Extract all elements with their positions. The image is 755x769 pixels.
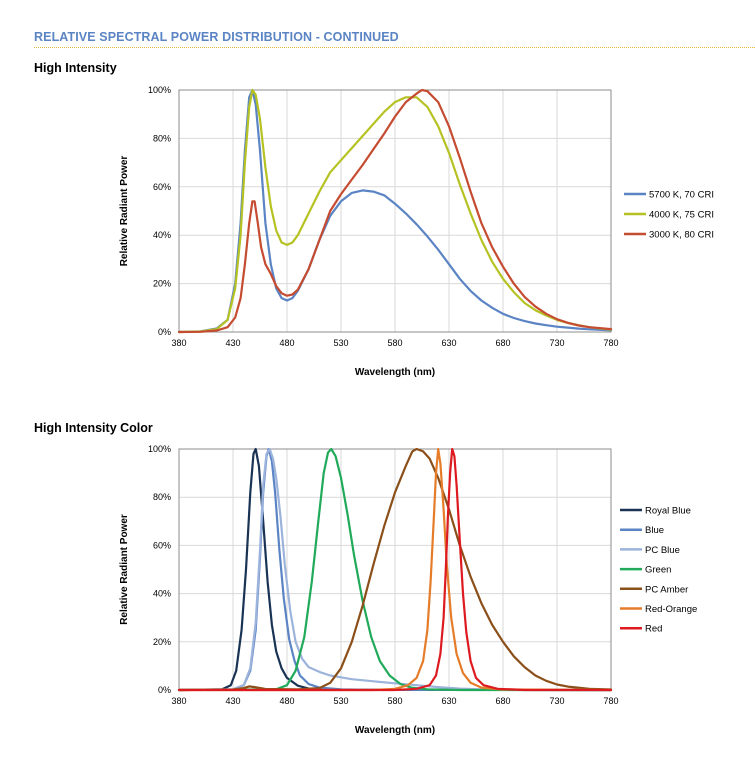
x-tick-label: 680 (495, 696, 510, 706)
x-tick-label: 530 (333, 696, 348, 706)
x-tick-label: 480 (279, 338, 294, 348)
legend-label: 4000 K, 75 CRI (649, 210, 714, 221)
x-axis-title: Wavelength (nm) (355, 367, 435, 378)
y-tick-label: 0% (158, 685, 171, 695)
page-header-dotted-rule (34, 47, 755, 48)
x-tick-label: 680 (495, 338, 510, 348)
y-tick-label: 40% (153, 589, 171, 599)
legend-label: Blue (645, 525, 664, 536)
legend-label: PC Blue (645, 545, 680, 556)
series-line-1 (177, 447, 613, 692)
x-tick-label: 630 (441, 338, 456, 348)
x-tick-label: 780 (603, 338, 618, 348)
legend: Royal Blue Blue PC Blue Green PC Amber Red-Or… (620, 506, 697, 635)
x-tick-label: 530 (333, 338, 348, 348)
y-tick-label: 20% (153, 637, 171, 647)
chart-high-intensity: 380 430 480 530 580 630 680 730 780 0% 20% 40% 60% 80… (119, 85, 714, 378)
legend-label: Red (645, 624, 662, 635)
legend-label: Red-Orange (645, 604, 697, 615)
legend-label: Green (645, 565, 671, 576)
chart2-section-title: High Intensity Color (34, 421, 153, 435)
legend-label: Royal Blue (645, 506, 691, 517)
series-line-6 (177, 447, 613, 692)
series-line-3 (177, 88, 613, 334)
y-tick-label: 60% (153, 182, 171, 192)
x-tick-label: 380 (171, 338, 186, 348)
x-tick-label: 580 (387, 338, 402, 348)
y-tick-label: 20% (153, 279, 171, 289)
legend-label: 3000 K, 80 CRI (649, 230, 714, 241)
y-tick-label: 80% (153, 133, 171, 143)
y-tick-label: 80% (153, 492, 171, 502)
x-tick-label: 380 (171, 696, 186, 706)
y-axis-title: Relative Radiant Power (119, 514, 130, 625)
x-tick-label: 730 (549, 338, 564, 348)
gridlines (178, 448, 612, 691)
x-tick-label: 480 (279, 696, 294, 706)
series-line-2 (177, 88, 613, 334)
x-tick-label: 730 (549, 696, 564, 706)
x-tick-label: 630 (441, 696, 456, 706)
x-axis-title: Wavelength (nm) (355, 725, 435, 736)
legend: 5700 K, 70 CRI 4000 K, 75 CRI 3000 K, 80 C… (624, 190, 714, 241)
page-header-title: RELATIVE SPECTRAL POWER DISTRIBUTION - C… (34, 30, 399, 44)
y-axis-title: Relative Radiant Power (119, 156, 130, 267)
series-line-7 (177, 447, 613, 692)
x-tick-label: 430 (225, 338, 240, 348)
y-tick-label: 100% (148, 444, 171, 454)
x-tick-label: 430 (225, 696, 240, 706)
legend-label: PC Amber (645, 584, 688, 595)
y-tick-label: 60% (153, 540, 171, 550)
y-tick-label: 0% (158, 327, 171, 337)
chart-high-intensity-color: 380 430 480 530 580 630 680 730 780 0% 20% 40% 60% 80… (119, 444, 697, 736)
x-tick-label: 780 (603, 696, 618, 706)
y-tick-label: 100% (148, 85, 171, 95)
page-header: RELATIVE SPECTRAL POWER DISTRIBUTION - C… (34, 28, 755, 50)
plot-area-border (178, 89, 612, 333)
chart1-section-title: High Intensity (34, 61, 117, 75)
y-tick-label: 40% (153, 230, 171, 240)
gridlines (178, 89, 612, 333)
x-tick-label: 580 (387, 696, 402, 706)
legend-label: 5700 K, 70 CRI (649, 190, 714, 201)
